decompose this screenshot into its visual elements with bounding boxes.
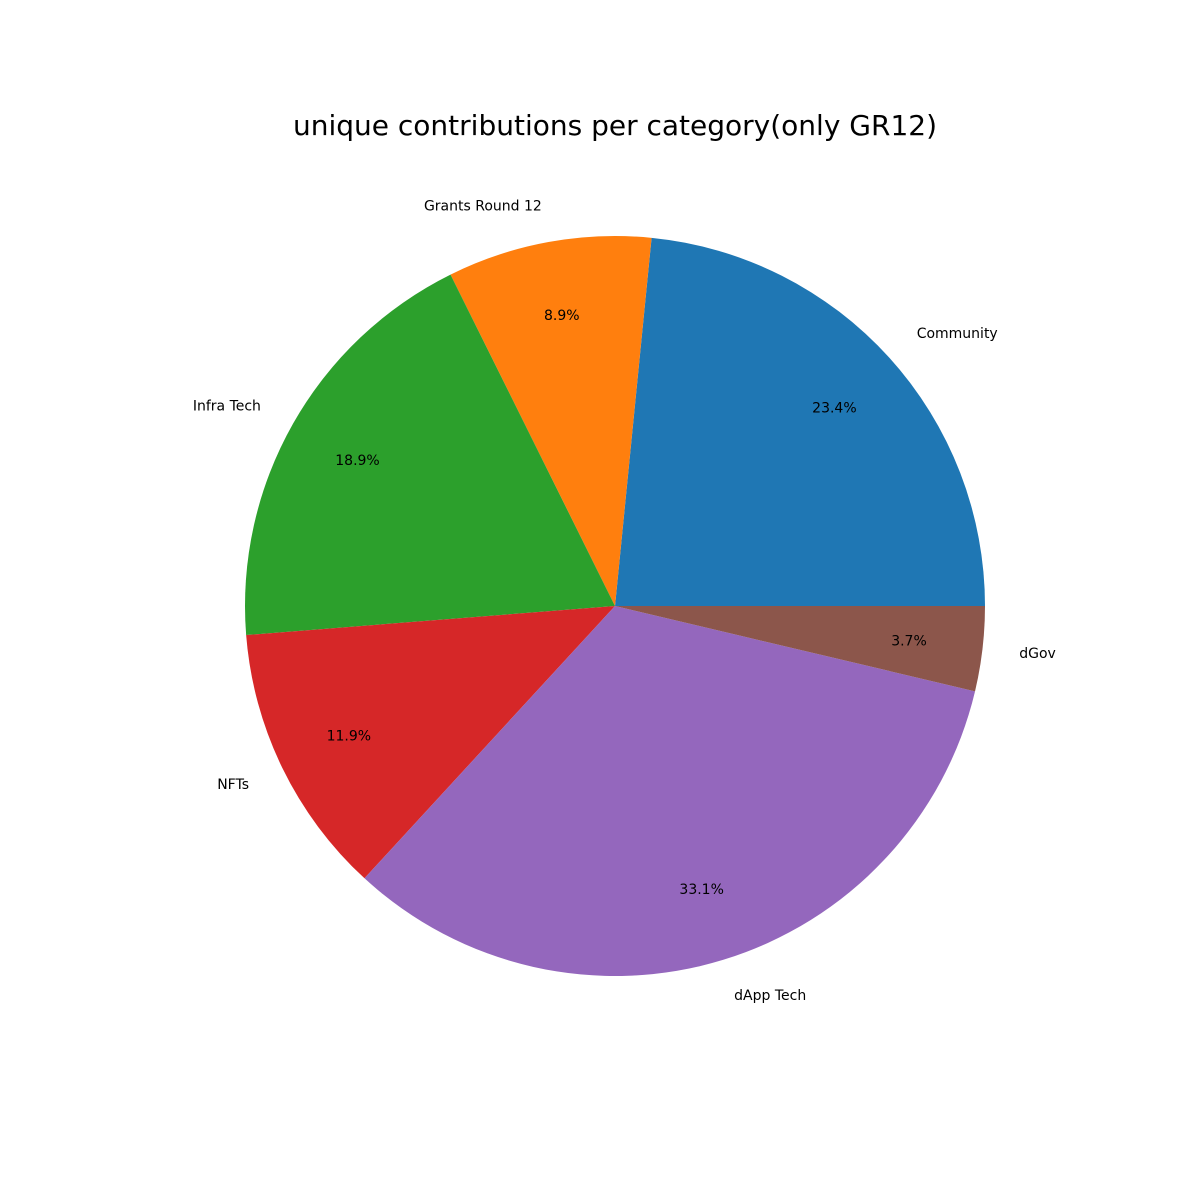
slice-label-community: Community [917, 326, 998, 342]
pie-slice-community [615, 237, 985, 606]
pie-slice-infra-tech [245, 274, 615, 636]
slice-label-dapp-tech: dApp Tech [734, 988, 806, 1004]
pie-slice-nfts [246, 606, 615, 879]
slice-label-nfts: NFTs [217, 777, 249, 793]
pie-slice-dgov [615, 606, 985, 692]
pie-labels: 23.4% Community 8.9% Grants Round 12 18.9% In… [193, 199, 1056, 1005]
pie-slices [245, 236, 985, 977]
slice-label-grants-round-12: Grants Round 12 [424, 199, 542, 215]
pct-label-community: 23.4% [812, 400, 856, 416]
pct-label-infra-tech: 18.9% [335, 453, 379, 469]
pct-label-grants-round-12: 8.9% [544, 308, 580, 324]
pie-slice-grants-round-12 [450, 236, 652, 607]
pct-label-dapp-tech: 33.1% [679, 882, 723, 898]
pie-slice-dapp-tech [364, 606, 976, 977]
slice-label-infra-tech: Infra Tech [193, 398, 261, 414]
pct-label-dgov: 3.7% [891, 633, 927, 649]
slice-label-dgov: dGov [1019, 646, 1056, 662]
chart-title: unique contributions per category(only G… [293, 109, 937, 142]
pct-label-nfts: 11.9% [327, 729, 371, 745]
